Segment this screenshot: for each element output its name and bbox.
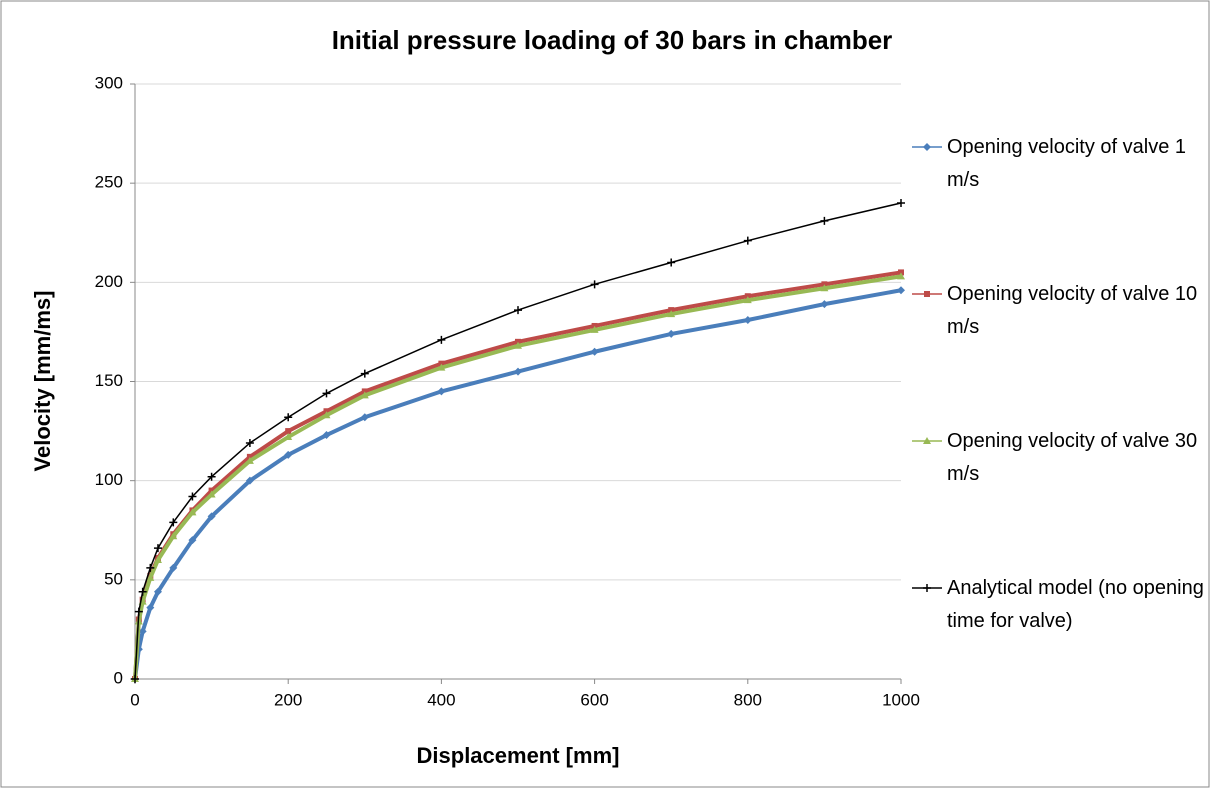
marker xyxy=(207,472,216,481)
y-tick-label: 150 xyxy=(95,371,123,390)
marker xyxy=(514,306,522,315)
legend-marker xyxy=(923,143,931,151)
marker xyxy=(169,563,178,572)
marker xyxy=(667,310,676,318)
marker xyxy=(188,492,197,501)
marker xyxy=(667,258,676,267)
marker xyxy=(743,296,752,304)
marker xyxy=(897,199,905,207)
marker xyxy=(146,563,155,572)
marker xyxy=(590,280,599,289)
marker xyxy=(437,387,446,396)
legend-label: Opening velocity of valve 10 m/s xyxy=(947,283,1198,338)
x-tick-label: 1000 xyxy=(882,690,920,709)
x-axis-label: Displacement [mm] xyxy=(417,743,620,768)
x-tick-label: 0 xyxy=(130,690,139,709)
x-tick-label: 600 xyxy=(580,690,608,709)
y-tick-label: 250 xyxy=(95,173,123,192)
marker xyxy=(590,347,599,356)
marker xyxy=(820,300,829,309)
marker xyxy=(820,284,829,292)
marker xyxy=(207,512,216,521)
y-tick-label: 200 xyxy=(95,272,123,291)
marker xyxy=(153,587,162,596)
marker xyxy=(245,438,254,447)
marker xyxy=(322,389,331,398)
y-tick-label: 0 xyxy=(114,668,123,687)
y-tick-label: 100 xyxy=(95,470,123,489)
marker xyxy=(897,272,905,280)
marker xyxy=(360,413,369,422)
legend-label: Opening velocity of valve 30 m/s xyxy=(947,430,1198,485)
marker xyxy=(590,325,599,333)
legend-marker xyxy=(923,584,931,592)
marker xyxy=(743,316,752,325)
chart-title: Initial pressure loading of 30 bars in c… xyxy=(332,25,893,55)
marker xyxy=(134,607,143,616)
marker xyxy=(284,433,293,441)
marker xyxy=(514,341,522,349)
y-axis-label: Velocity [mm/ms] xyxy=(30,291,55,472)
marker xyxy=(153,544,162,553)
marker xyxy=(437,335,446,344)
marker xyxy=(743,236,752,245)
marker xyxy=(207,490,216,498)
marker xyxy=(153,556,162,563)
marker xyxy=(138,627,147,636)
marker xyxy=(146,603,155,612)
marker xyxy=(131,675,139,683)
marker xyxy=(188,536,197,545)
marker xyxy=(169,518,178,527)
marker xyxy=(284,450,293,459)
marker xyxy=(437,363,446,371)
y-tick-label: 50 xyxy=(104,569,123,588)
marker xyxy=(245,476,254,485)
marker xyxy=(146,573,155,581)
legend-label: Opening velocity of valve 1 m/s xyxy=(947,136,1187,191)
x-tick-label: 400 xyxy=(427,690,455,709)
marker xyxy=(514,367,522,376)
marker xyxy=(667,329,676,338)
marker xyxy=(284,413,293,422)
marker xyxy=(360,369,369,378)
legend-marker xyxy=(923,437,931,444)
marker xyxy=(285,428,292,435)
marker xyxy=(360,391,369,399)
marker xyxy=(322,411,331,419)
marker xyxy=(188,508,197,516)
x-tick-label: 200 xyxy=(274,690,302,709)
legend-marker xyxy=(924,291,930,297)
y-tick-label: 300 xyxy=(95,73,123,92)
legend-label: Analytical model (no opening time for va… xyxy=(947,577,1204,632)
marker xyxy=(138,587,147,596)
marker xyxy=(820,216,829,225)
marker xyxy=(245,456,254,464)
marker xyxy=(169,532,178,540)
x-tick-label: 800 xyxy=(734,690,762,709)
marker xyxy=(322,431,331,440)
marker xyxy=(897,286,905,295)
